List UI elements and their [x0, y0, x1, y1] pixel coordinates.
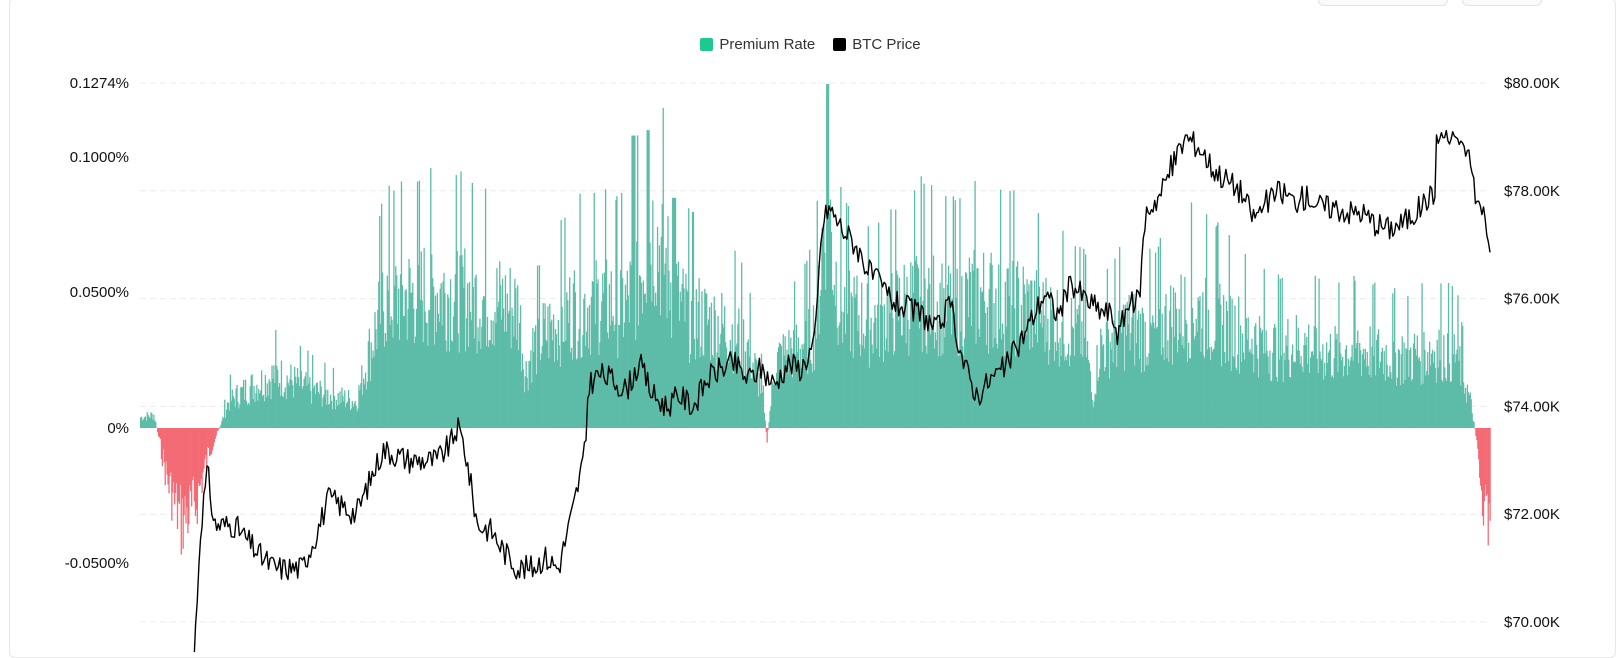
premium-bar [767, 428, 768, 430]
premium-bar [1489, 428, 1490, 521]
y-left-tick-label: -0.0500% [65, 555, 129, 572]
y-right-tick-label: $70.00K [1504, 614, 1560, 631]
premium-bar [767, 428, 768, 443]
premium-bar [1473, 422, 1474, 428]
y-left-tick-label: 0.1000% [70, 149, 129, 166]
y-axis-left: 0.1274% 0.1000% 0.0500% 0% -0.0500% [65, 75, 129, 572]
y-left-tick-label: 0% [107, 420, 129, 437]
y-left-tick-label: 0.1274% [70, 75, 129, 92]
y-right-tick-label: $78.00K [1504, 183, 1560, 200]
y-right-tick-label: $72.00K [1504, 506, 1560, 523]
y-left-tick-label: 0.0500% [70, 284, 129, 301]
premium-bar [155, 422, 156, 428]
premium-bar [765, 421, 766, 428]
y-right-tick-label: $74.00K [1504, 398, 1560, 415]
y-right-tick-label: $80.00K [1504, 75, 1560, 92]
y-right-tick-label: $76.00K [1504, 291, 1560, 308]
y-axis-right: $80.00K $78.00K $76.00K $74.00K $72.00K $70.0… [1504, 75, 1560, 631]
premium-bar [218, 428, 219, 429]
